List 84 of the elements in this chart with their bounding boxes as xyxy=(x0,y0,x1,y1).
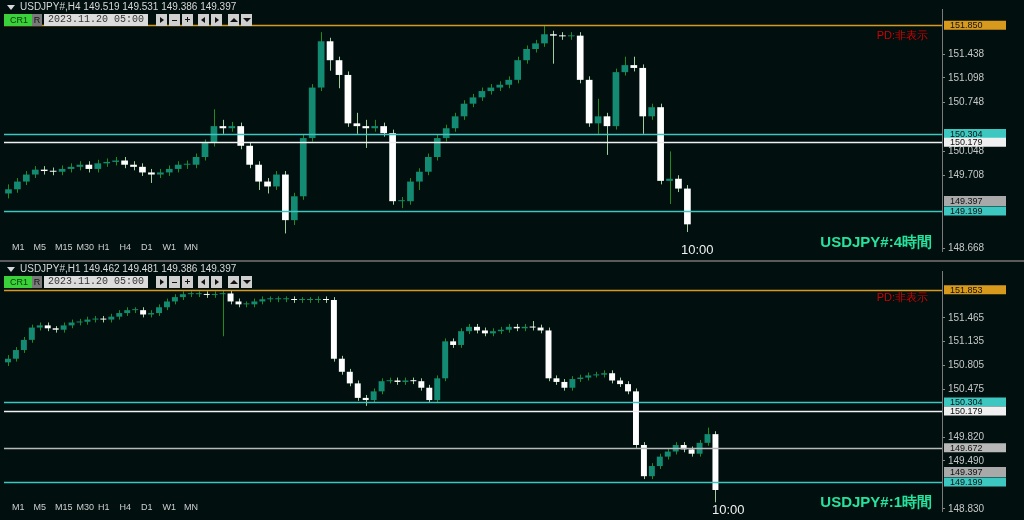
y-tick-label: 151.438 xyxy=(948,47,985,59)
y-tick-label: 150.805 xyxy=(948,359,985,371)
candlestick xyxy=(451,112,459,133)
ref-line-label: 150.304 xyxy=(950,396,983,407)
annotation: 10:00 xyxy=(712,502,745,517)
y-tick-label: 150.475 xyxy=(948,383,985,395)
y-tick-label: 151.098 xyxy=(948,71,985,83)
candlestick xyxy=(514,56,522,84)
y-tick-label: 148.830 xyxy=(948,502,985,514)
chart-subtitle: USDJPY#,H1 149.462 149.481 149.386 149.397 xyxy=(20,263,237,274)
annotation: W1 xyxy=(162,502,176,512)
y-tick-label: 151.135 xyxy=(948,335,985,347)
candlestick xyxy=(237,122,245,150)
candlestick xyxy=(255,160,262,191)
text: USDJPY#:1時間 xyxy=(820,493,932,510)
y-tick-label: 150.748 xyxy=(948,96,985,108)
y-tick-label: 149.490 xyxy=(948,454,985,466)
annotation: CR1 xyxy=(4,14,35,26)
annotation: H1 xyxy=(98,242,110,252)
annotation: M15 xyxy=(55,502,73,512)
candlestick xyxy=(28,324,35,344)
annotation: PD:非表示 xyxy=(876,29,928,41)
candlestick xyxy=(426,384,433,404)
ref-line-label: 149.199 xyxy=(950,477,983,488)
annotation: M30 xyxy=(76,502,95,512)
annotation: D1 xyxy=(141,242,153,252)
ref-line-label: 151.853 xyxy=(950,284,983,295)
candlestick xyxy=(603,112,611,156)
annotation: M1 xyxy=(12,242,25,252)
y-tick-label: 150.048 xyxy=(948,145,985,157)
candlestick xyxy=(523,44,530,65)
candlestick xyxy=(219,290,226,337)
candlestick xyxy=(541,24,548,48)
annotation: PD:非表示 xyxy=(876,291,928,303)
candlestick xyxy=(335,56,343,89)
annotation: M1 xyxy=(12,502,25,512)
candlestick xyxy=(424,153,432,176)
annotation: MN xyxy=(184,502,198,512)
annotation: M5 xyxy=(33,502,47,512)
annotation: 2023.11.20 05:00 xyxy=(44,276,149,288)
text: 149.397 xyxy=(944,467,1006,477)
candlestick xyxy=(354,379,361,402)
candlestick xyxy=(290,192,298,226)
candlestick xyxy=(338,355,345,376)
candlestick xyxy=(433,134,441,162)
annotation: W1 xyxy=(162,242,176,252)
y-tick-label: 148.668 xyxy=(948,242,985,254)
y-tick-label: 149.820 xyxy=(948,430,985,442)
y-tick-label: 149.708 xyxy=(948,169,985,181)
annotation: R xyxy=(32,276,42,288)
ref-line-label: 150.179 xyxy=(950,406,983,416)
candlestick xyxy=(273,170,280,191)
candlestick xyxy=(458,327,465,349)
candlestick xyxy=(326,37,334,72)
annotation: M5 xyxy=(33,242,47,252)
candlestick xyxy=(398,196,405,209)
chart-subtitle: USDJPY#,H4 149.519 149.531 149.386 149.397 xyxy=(20,1,237,12)
annotation: M30 xyxy=(76,242,95,252)
annotation: CR1 xyxy=(4,276,35,288)
candlestick xyxy=(407,177,414,206)
annotation: R xyxy=(32,14,42,26)
y-tick-label: 151.465 xyxy=(948,311,985,323)
annotation: 10:00 xyxy=(681,242,714,257)
annotation: H4 xyxy=(119,242,132,252)
text: 149.397 xyxy=(944,196,1006,206)
annotation: H1 xyxy=(98,502,110,512)
candlestick xyxy=(416,167,423,191)
annotation: H4 xyxy=(119,502,132,512)
annotation: 2023.11.20 05:00 xyxy=(44,14,149,26)
candlestick xyxy=(246,141,254,169)
annotation: M15 xyxy=(55,242,73,252)
ref-line-label: 150.304 xyxy=(950,128,983,139)
ref-line-label: 150.179 xyxy=(950,137,983,148)
ref-line-label: 149.672 xyxy=(950,442,983,453)
candlestick xyxy=(550,30,557,65)
annotation: D1 xyxy=(141,502,153,512)
text: USDJPY#:4時間 xyxy=(820,233,932,250)
ref-line-label: 151.850 xyxy=(950,20,983,31)
candlestick xyxy=(362,119,370,149)
candlestick xyxy=(434,374,441,404)
ref-line-label: 149.199 xyxy=(950,206,983,217)
candlestick xyxy=(353,112,361,135)
candlestick xyxy=(666,150,673,205)
annotation: MN xyxy=(184,242,198,252)
